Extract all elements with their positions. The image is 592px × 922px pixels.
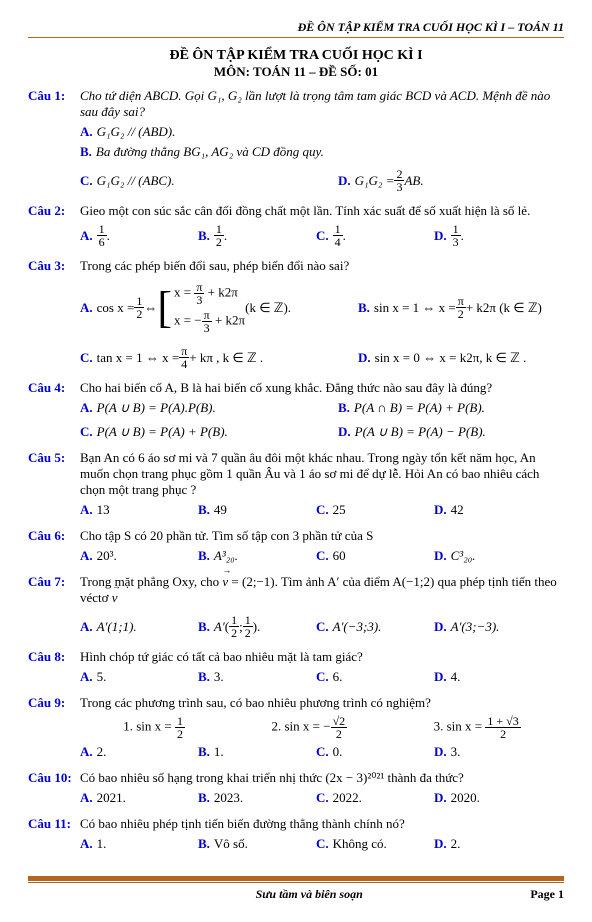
- opt-b: B. sin x = 1 ⇔ x = π2 + k2π (k ∈ ℤ): [358, 295, 542, 320]
- opt-c: C.6.: [316, 669, 416, 685]
- question-3: Câu 3: Trong các phép biến đổi sau, phép…: [28, 258, 564, 374]
- opt-a: A.P(A ∪ B) = P(A).P(B).: [80, 400, 320, 416]
- q-label: Câu 1:: [28, 88, 80, 197]
- opt-d: D.42: [434, 502, 534, 518]
- title-sub: MÔN: TOÁN 11 – ĐỀ SỐ: 01: [28, 64, 564, 80]
- opt-c: C. tan x = 1 ⇔ x = π4 + kπ , k ∈ ℤ .: [80, 345, 340, 370]
- opt-b: B.Ba đường thẳng BG₁, AG₂ và CD đồng quy…: [80, 144, 324, 160]
- eq2: 2. sin x = −√22: [271, 715, 347, 740]
- question-6: Câu 6: Cho tập S có 20 phần tử. Tìm số t…: [28, 528, 564, 568]
- opt-a: A.16.: [80, 223, 180, 248]
- opt-c: C.0.: [316, 744, 416, 760]
- opt-b: B.1.: [198, 744, 298, 760]
- footer-page: Page 1: [530, 887, 564, 902]
- opt-a: A.2.: [80, 744, 180, 760]
- opt-b: B.A³₂₀.: [198, 548, 298, 564]
- opt-d: D. G₁G₂ = 23 AB.: [338, 168, 438, 193]
- opt-a: A.20³.: [80, 548, 180, 564]
- question-9: Câu 9: Trong các phương trình sau, có ba…: [28, 695, 564, 764]
- opt-d: D.13.: [434, 223, 534, 248]
- question-1: Câu 1: Cho tứ diện ABCD. Gọi G₁, G₂ lần …: [28, 88, 564, 197]
- title-main: ĐỀ ÔN TẬP KIỂM TRA CUỐI HỌC KÌ I: [28, 48, 564, 64]
- opt-d: D.4.: [434, 669, 534, 685]
- opt-c: C.Không có.: [316, 836, 416, 852]
- opt-d: D.P(A ∪ B) = P(A) − P(B).: [338, 424, 486, 440]
- opt-b: B.3.: [198, 669, 298, 685]
- footer-rule: [28, 876, 564, 881]
- opt-d: D.3.: [434, 744, 534, 760]
- opt-a: A. cos x = 12 ⇔ [ x = π3 + k2π x = −π3 +…: [80, 278, 340, 337]
- opt-a: A.A′(1;1).: [80, 614, 180, 639]
- question-4: Câu 4: Cho hai biến cố A, B là hai biến …: [28, 380, 564, 444]
- opt-c: C.P(A ∪ B) = P(A) + P(B).: [80, 424, 320, 440]
- footer-center: Sưu tầm và biên soạn: [88, 887, 530, 902]
- opt-c: C.A′(−3;3).: [316, 614, 416, 639]
- opt-b: B.P(A ∩ B) = P(A) + P(B).: [338, 400, 485, 416]
- opt-d: D.2020.: [434, 790, 534, 806]
- page-header: ĐỀ ÔN TẬP KIỂM TRA CUỐI HỌC KÌ I – TOÁN …: [28, 20, 564, 38]
- opt-a: A.G₁G₂ // (ABD).: [80, 124, 320, 140]
- footer-rule2: [28, 882, 564, 883]
- opt-d: D.A′(3;−3).: [434, 614, 534, 639]
- opt-a: A.2021.: [80, 790, 180, 806]
- opt-b: B.2023.: [198, 790, 298, 806]
- opt-c: C.25: [316, 502, 416, 518]
- opt-a: A.13: [80, 502, 180, 518]
- question-8: Câu 8: Hình chóp tứ giác có tất cả bao n…: [28, 649, 564, 689]
- opt-a: A.5.: [80, 669, 180, 685]
- opt-c: C.60: [316, 548, 416, 564]
- opt-b: B.Vô số.: [198, 836, 298, 852]
- opt-c: C.2022.: [316, 790, 416, 806]
- opt-d: D.2.: [434, 836, 534, 852]
- opt-d: D.sin x = 0 ⇔ x = k2π, k ∈ ℤ .: [358, 345, 526, 370]
- question-7: Câu 7: Trong mặt phẳng Oxy, cho v = (2;−…: [28, 574, 564, 643]
- opt-c: C.14.: [316, 223, 416, 248]
- question-2: Câu 2: Gieo một con súc sắc cân đối đồng…: [28, 203, 564, 252]
- eq1: 1. sin x = 12: [123, 715, 185, 740]
- opt-b: B.49: [198, 502, 298, 518]
- opt-d: D.C³₂₀.: [434, 548, 534, 564]
- opt-a: A.1.: [80, 836, 180, 852]
- opt-c: C.G₁G₂ // (ABC).: [80, 168, 320, 193]
- q-text: Cho tứ diện ABCD. Gọi G₁, G₂ lần lượt là…: [80, 88, 550, 119]
- question-11: Câu 11: Có bao nhiêu phép tịnh tiến biến…: [28, 816, 564, 856]
- question-5: Câu 5: Bạn An có 6 áo sơ mi và 7 quần âu…: [28, 450, 564, 522]
- opt-b: B. A′(12;12).: [198, 614, 298, 639]
- question-10: Câu 10: Có bao nhiêu số hạng trong khai …: [28, 770, 564, 810]
- page-footer: Sưu tầm và biên soạn Page 1: [28, 887, 564, 902]
- eq3: 3. sin x = 1 + √32: [434, 715, 521, 740]
- opt-b: B.12.: [198, 223, 298, 248]
